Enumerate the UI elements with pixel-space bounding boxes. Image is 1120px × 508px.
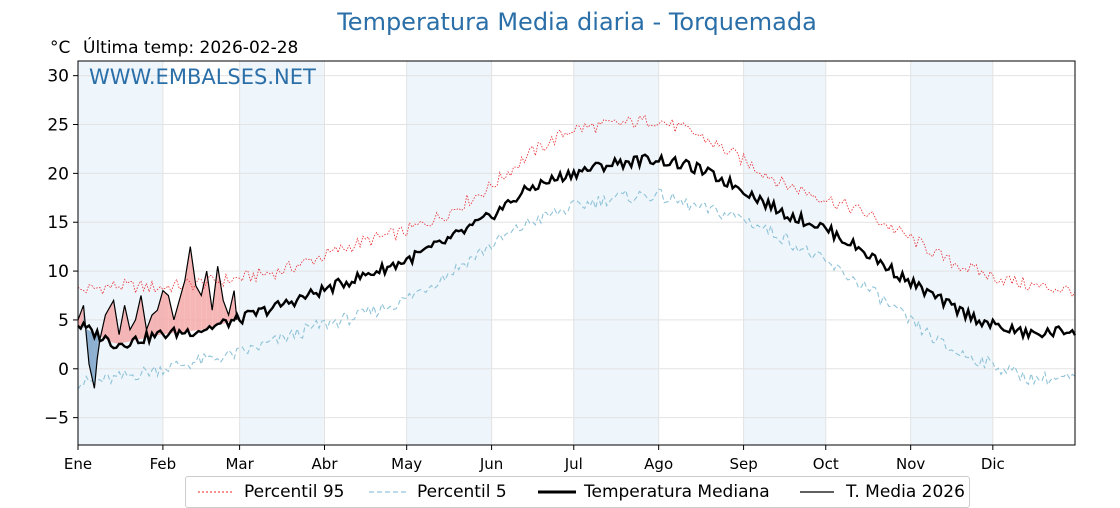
anomaly-fill-above [179, 280, 185, 333]
anomaly-fill-above [124, 305, 131, 343]
x-tick-label: Jul [564, 455, 583, 473]
y-tick-label: 10 [47, 262, 69, 282]
x-tick-label: Mar [225, 455, 254, 473]
last-temp-label: Última temp: 2026-02-28 [83, 38, 299, 58]
anomaly-fill-above [78, 305, 84, 328]
x-tick-label: Abr [312, 455, 339, 473]
x-tick-label: Sep [729, 455, 757, 473]
anomaly-fill-above [151, 310, 158, 337]
anomaly-fill-above [146, 315, 152, 338]
chart-title: Temperatura Media diaria - Torquemada [337, 8, 817, 36]
unit-label: °C [50, 38, 71, 58]
anomaly-fill-above [201, 271, 207, 330]
anomaly-fill-below [88, 330, 95, 389]
legend-label-p5: Percentil 5 [417, 482, 507, 502]
month-band [239, 61, 325, 445]
x-tick-label: Feb [150, 455, 177, 473]
anomaly-fill-above [157, 290, 163, 336]
anomaly-fill-above [184, 246, 191, 332]
legend-swatch-p5 [369, 491, 407, 493]
x-tick-label: May [391, 455, 422, 473]
legend-swatch-current-year [800, 491, 834, 493]
month-band [910, 61, 993, 445]
anomaly-fill-above [173, 300, 180, 333]
chart-legend: Percentil 95 Percentil 5 Temperatura Med… [185, 476, 970, 508]
anomaly-fill-above [130, 319, 136, 342]
anomaly-fill-above [168, 295, 174, 334]
y-tick-label: 30 [47, 67, 69, 87]
month-band [743, 61, 826, 445]
anomaly-fill-above [217, 266, 224, 326]
y-tick-label: 20 [47, 164, 69, 184]
series-current-year-line [77, 246, 238, 389]
watermark-text: WWW.EMBALSES.NET [89, 65, 316, 89]
legend-label-current-year: T. Media 2026 [846, 482, 965, 502]
anomaly-fill-above [162, 290, 169, 335]
series-median-line [77, 152, 1077, 350]
x-tick-label: Dic [981, 455, 1005, 473]
x-tick-label: Jun [479, 455, 503, 473]
x-tick-label: Ene [64, 455, 92, 473]
anomaly-fill-above [195, 285, 202, 331]
y-tick-label: −5 [44, 409, 69, 429]
legend-label-p95: Percentil 95 [244, 482, 345, 502]
y-tick-label: 0 [58, 360, 69, 380]
anomaly-fill-above [135, 295, 141, 341]
y-tick-label: 15 [47, 213, 69, 233]
legend-label-median: Temperatura Mediana [584, 482, 770, 502]
anomaly-fill-above [223, 300, 229, 324]
month-band [78, 61, 163, 445]
series-p95-line [77, 114, 1076, 298]
anomaly-fill-above [105, 300, 114, 343]
x-tick-label: Ago [644, 455, 673, 473]
x-tick-label: Oct [813, 455, 839, 473]
y-tick-label: 25 [47, 116, 69, 136]
legend-swatch-p95 [198, 491, 234, 493]
x-tick-label: Nov [896, 455, 925, 473]
y-tick-label: 5 [58, 311, 69, 331]
plot-frame [77, 60, 1076, 446]
series-p5-line [77, 188, 1076, 390]
legend-swatch-median [538, 490, 576, 494]
